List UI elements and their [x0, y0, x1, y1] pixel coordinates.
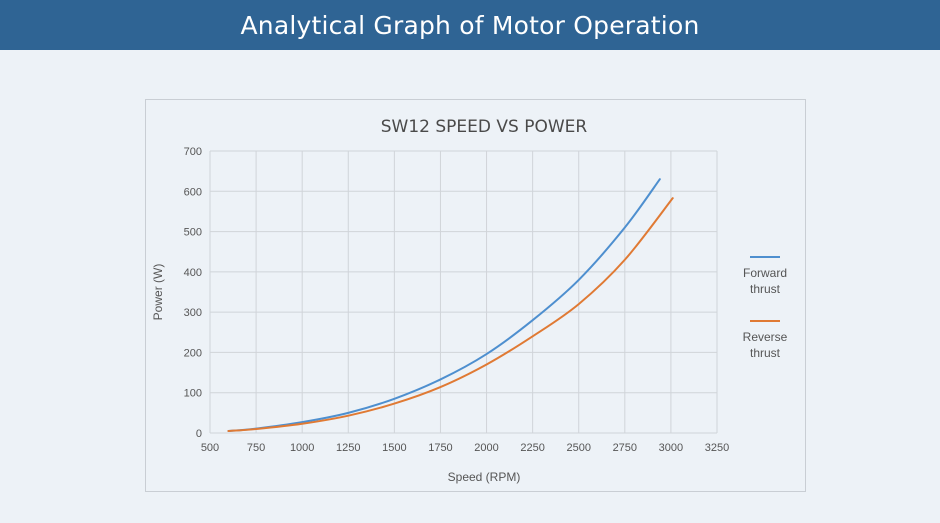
x-tick-label: 2500	[566, 442, 590, 454]
x-tick-label: 1500	[382, 442, 406, 454]
x-tick-label: 1000	[290, 442, 314, 454]
x-tick-label: 2000	[474, 442, 498, 454]
y-tick-label: 700	[184, 146, 202, 158]
page-banner: Analytical Graph of Motor Operation	[0, 0, 940, 50]
y-axis-label: Power (W)	[151, 264, 165, 321]
chart-panel: SW12 SPEED VS POWER 0 100 200 300 400 500 600 7…	[145, 99, 806, 492]
y-tick-label: 400	[184, 267, 202, 279]
x-tick-label: 2250	[520, 442, 544, 454]
x-tick-label: 500	[201, 442, 219, 454]
y-tick-label: 200	[184, 347, 202, 359]
series-line-reverse-thrust	[227, 197, 674, 432]
x-tick-label: 3250	[705, 442, 729, 454]
chart-grid	[209, 150, 718, 434]
series-line-forward-thrust	[227, 178, 661, 432]
chart-ticks: 0 100 200 300 400 500 600 700 500 750 1000 1250 1500…	[184, 146, 730, 454]
speed-power-chart: SW12 SPEED VS POWER 0 100 200 300 400 500 600 7…	[151, 117, 788, 484]
chart-legend: Forward thrust Reverse thrust	[743, 256, 788, 360]
y-tick-label: 500	[184, 227, 202, 239]
legend-label-reverse-thrust: Reverse thrust	[743, 330, 788, 360]
y-tick-label: 300	[184, 307, 202, 319]
chart-title: SW12 SPEED VS POWER	[381, 117, 588, 137]
x-tick-label: 2750	[613, 442, 637, 454]
page-title: Analytical Graph of Motor Operation	[240, 10, 700, 40]
y-tick-label: 100	[184, 388, 202, 400]
x-tick-label: 750	[247, 442, 265, 454]
x-axis-label: Speed (RPM)	[448, 470, 521, 484]
y-tick-label: 600	[184, 186, 202, 198]
x-tick-label: 3000	[659, 442, 683, 454]
legend-label-forward-thrust: Forward thrust	[743, 266, 787, 296]
x-tick-label: 1750	[428, 442, 452, 454]
chart-series	[227, 178, 674, 432]
x-tick-label: 1250	[336, 442, 360, 454]
y-tick-label: 0	[196, 428, 202, 440]
